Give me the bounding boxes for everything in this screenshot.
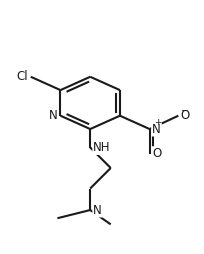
Text: N: N [93,203,102,216]
Text: −: − [180,105,187,114]
Text: +: + [153,118,160,128]
Text: NH: NH [93,141,110,154]
Text: O: O [151,147,161,160]
Text: Cl: Cl [16,70,28,83]
Text: N: N [48,109,57,122]
Text: N: N [151,122,160,136]
Text: O: O [180,109,189,122]
